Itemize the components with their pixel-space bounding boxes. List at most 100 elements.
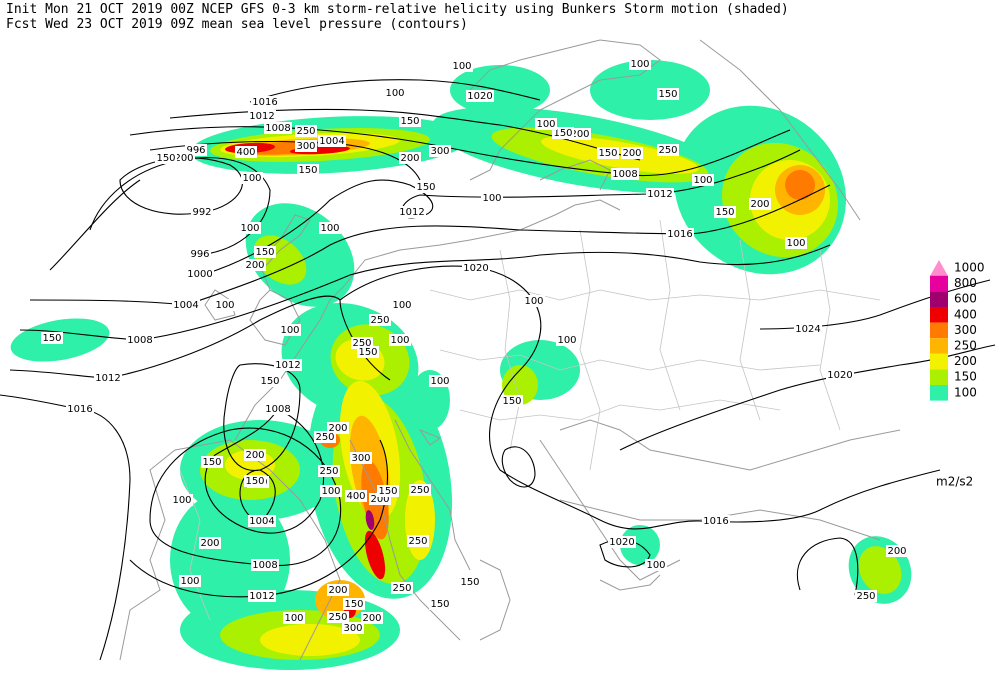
helicity-label: 250 bbox=[328, 612, 347, 623]
helicity-label-bg bbox=[785, 237, 807, 249]
helicity-label-bg bbox=[645, 559, 667, 571]
legend-label: 600 bbox=[954, 292, 977, 306]
helicity-label: 150 bbox=[598, 148, 617, 159]
helicity-label: 250 bbox=[658, 145, 677, 156]
helicity-label: 100 bbox=[524, 296, 543, 307]
helicity-label: 100 bbox=[215, 300, 234, 311]
isobar-label-bg bbox=[264, 122, 292, 134]
isobar-label: 1008 bbox=[252, 560, 277, 571]
helicity-label-bg bbox=[369, 314, 391, 326]
isobar-label-bg bbox=[398, 206, 426, 218]
helicity-area bbox=[364, 530, 386, 580]
helicity-area bbox=[365, 510, 375, 530]
helicity-label-bg bbox=[409, 484, 431, 496]
helicity-label: 100 bbox=[693, 175, 712, 186]
helicity-label: 100 bbox=[280, 325, 299, 336]
isobar-label-bg bbox=[172, 299, 200, 311]
legend-swatch bbox=[930, 291, 948, 307]
header-line: Init Mon 21 OCT 2019 00Z NCEP GFS 0-3 km… bbox=[6, 2, 789, 17]
isobar-label-bg bbox=[702, 515, 730, 527]
helicity-label-bg bbox=[415, 181, 437, 193]
isobar-label-bg bbox=[66, 403, 94, 415]
isobar-label-bg bbox=[191, 206, 213, 218]
isobar-label-bg bbox=[611, 168, 639, 180]
isobar-label: 1008 bbox=[127, 335, 152, 346]
helicity-label-bg bbox=[279, 324, 301, 336]
isobar-label: 996 bbox=[186, 145, 205, 156]
helicity-label-bg bbox=[429, 375, 451, 387]
helicity-label-bg bbox=[481, 192, 503, 204]
helicity-label-bg bbox=[384, 87, 406, 99]
helicity-label-bg bbox=[657, 88, 679, 100]
helicity-label-bg bbox=[459, 576, 481, 588]
helicity-label-bg bbox=[377, 485, 399, 497]
helicity-label-bg bbox=[621, 147, 643, 159]
helicity-label: 150 bbox=[416, 182, 435, 193]
helicity-label-bg bbox=[343, 598, 365, 610]
helicity-label: 150 bbox=[460, 577, 479, 588]
isobar-label-bg bbox=[274, 359, 302, 371]
isobar-label-bg bbox=[608, 536, 636, 548]
helicity-label-bg bbox=[171, 494, 193, 506]
isobar-label: 1004 bbox=[173, 300, 198, 311]
helicity-label: 150 bbox=[156, 153, 175, 164]
helicity-label: 100 bbox=[240, 223, 259, 234]
isobar-label-bg bbox=[94, 372, 122, 384]
helicity-label: 250 bbox=[315, 432, 334, 443]
legend-swatch bbox=[930, 260, 948, 276]
helicity-label-bg bbox=[239, 222, 261, 234]
helicity-area bbox=[785, 170, 815, 200]
isobar-label: 1016 bbox=[67, 404, 92, 415]
legend-unit: m2/s2 bbox=[936, 475, 973, 489]
legend-swatch bbox=[930, 275, 948, 292]
helicity-label-bg bbox=[342, 622, 364, 634]
isobar-label: 1020 bbox=[463, 263, 488, 274]
helicity-label-bg bbox=[692, 174, 714, 186]
legend-label: 150 bbox=[954, 370, 977, 384]
helicity-label-bg bbox=[327, 584, 349, 596]
isobar-label: 1000 bbox=[187, 269, 212, 280]
helicity-label: 100 bbox=[180, 576, 199, 587]
helicity-label: 400 bbox=[236, 147, 255, 158]
helicity-label: 300 bbox=[351, 453, 370, 464]
isobar-label: 1020 bbox=[827, 370, 852, 381]
helicity-label: 250 bbox=[352, 338, 371, 349]
helicity-label-bg bbox=[295, 140, 317, 152]
isobar-label: 1012 bbox=[399, 207, 424, 218]
helicity-label-bg bbox=[201, 456, 223, 468]
helicity-label-bg bbox=[399, 152, 421, 164]
helicity-label: 150 bbox=[553, 128, 572, 139]
helicity-label: 100 bbox=[536, 119, 555, 130]
helicity-label-bg bbox=[361, 612, 383, 624]
legend-label: 200 bbox=[954, 354, 977, 368]
isobar-label: 1008 bbox=[265, 123, 290, 134]
helicity-label-bg bbox=[391, 582, 413, 594]
isobar-label: 1012 bbox=[249, 591, 274, 602]
helicity-label-bg bbox=[569, 128, 591, 140]
helicity-label: 150 bbox=[502, 396, 521, 407]
isobar-label-bg bbox=[248, 590, 276, 602]
helicity-label: 200 bbox=[245, 450, 264, 461]
isobar-label-bg bbox=[251, 96, 279, 108]
helicity-label: 200 bbox=[362, 613, 381, 624]
helicity-label: 200 bbox=[328, 585, 347, 596]
helicity-label: 250 bbox=[319, 466, 338, 477]
helicity-label-bg bbox=[244, 475, 266, 487]
helicity-label: 200 bbox=[750, 199, 769, 210]
helicity-label: 100 bbox=[630, 59, 649, 70]
isobar-label-bg bbox=[794, 323, 822, 335]
helicity-label: 100 bbox=[646, 560, 665, 571]
helicity-label: 200 bbox=[570, 129, 589, 140]
helicity-label: 100 bbox=[320, 223, 339, 234]
isobar-label-bg bbox=[248, 515, 276, 527]
helicity-label: 150 bbox=[344, 599, 363, 610]
isobar-label-bg bbox=[251, 559, 279, 571]
helicity-label-bg bbox=[241, 172, 263, 184]
helicity-label-bg bbox=[749, 198, 771, 210]
isobar-label: 1020 bbox=[467, 91, 492, 102]
isobar-label: 996 bbox=[190, 249, 209, 260]
helicity-label: 100 bbox=[392, 300, 411, 311]
legend-swatch bbox=[930, 369, 948, 385]
legend-label: 800 bbox=[954, 276, 977, 290]
